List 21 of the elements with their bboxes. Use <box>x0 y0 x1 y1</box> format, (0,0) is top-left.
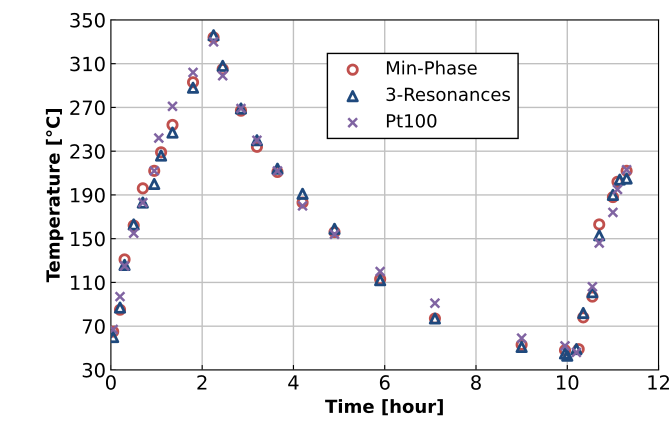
x-tick-label: 0 <box>106 375 116 390</box>
x-tick-label: 2 <box>197 375 206 390</box>
y-tick-label: 30 <box>82 362 105 378</box>
x-tick-label: 6 <box>380 375 390 390</box>
legend-label: Pt100 <box>386 114 436 128</box>
y-tick-label: 70 <box>82 319 105 334</box>
y-tick-label: 150 <box>71 232 105 246</box>
legend-label: 3-Resonances <box>386 88 510 102</box>
x-tick-label: 10 <box>557 375 578 390</box>
x-tick-label: 4 <box>288 375 299 390</box>
legend-label: Min-Phase <box>386 60 477 75</box>
x-axis-title: Time [hour] <box>325 399 443 416</box>
y-axis-title: Temperature [°C] <box>46 109 64 282</box>
x-tick-label: 12 <box>648 375 669 390</box>
y-tick-label: 110 <box>71 275 105 290</box>
y-tick-label: 190 <box>71 188 105 203</box>
y-tick-label: 310 <box>70 56 105 72</box>
y-tick-label: 230 <box>70 144 105 159</box>
y-tick-label: 270 <box>70 100 105 116</box>
x-tick-label: 8 <box>471 375 481 390</box>
y-tick-label: 350 <box>70 12 105 28</box>
